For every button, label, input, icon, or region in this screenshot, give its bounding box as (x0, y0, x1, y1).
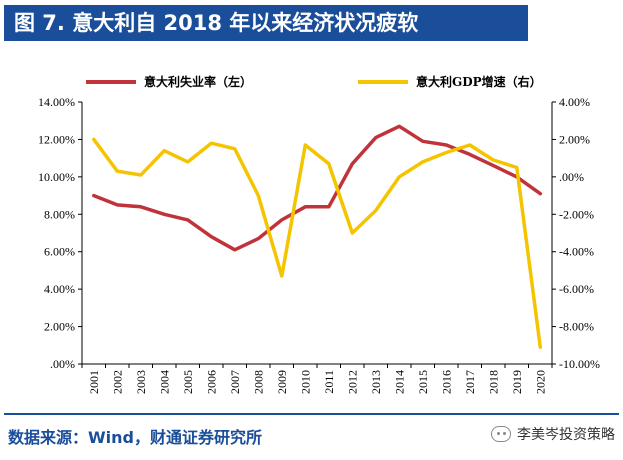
x-tick-label: 2014 (392, 370, 406, 394)
unemployment-series-line (92, 124, 543, 252)
x-tick-label: 2002 (110, 370, 124, 394)
figure-title: 图 7. 意大利自 2018 年以来经济状况疲软 (4, 5, 528, 41)
y-left-tick-label: 6.00% (44, 245, 75, 259)
y-left-tick-label: 12.00% (38, 132, 75, 146)
y-right-tick-label: -10.00% (559, 357, 600, 371)
x-tick-label: 2004 (157, 370, 171, 394)
x-tick-label: 2009 (275, 370, 289, 394)
x-tick-label: 2011 (322, 370, 336, 394)
x-tick-label: 2008 (251, 370, 265, 394)
x-tick-label: 2005 (181, 370, 195, 394)
footer-divider (4, 413, 619, 415)
legend-label: 意大利失业率（左） (144, 74, 252, 89)
watermark: 李美岑投资策略 (491, 424, 615, 444)
x-tick-label: 2006 (204, 370, 218, 394)
y-left-tick-label: 4.00% (44, 282, 75, 296)
x-tick-label: 2017 (463, 370, 477, 394)
legend-label: 意大利GDP增速（右） (416, 74, 542, 89)
chart-area: .00% 2.00% 4.00% 6.00% 8.00% 10.00% 12.00% 14.0… (0, 48, 623, 410)
x-tick-label: 2020 (533, 370, 547, 394)
y-right-tick-label: 4.00% (559, 95, 590, 109)
x-tick-label: 2015 (416, 370, 430, 394)
line-chart: .00% 2.00% 4.00% 6.00% 8.00% 10.00% 12.00% 14.0… (38, 74, 600, 394)
x-tick-label: 2018 (486, 370, 500, 394)
y-right-tick-label: -6.00% (559, 282, 594, 296)
y-right-tick-label: -2.00% (559, 207, 594, 221)
y-left-tick-label: 2.00% (44, 320, 75, 334)
y-left-tick-label: 14.00% (38, 95, 75, 109)
y-left-tick-label: 10.00% (38, 170, 75, 184)
x-tick-label: 2016 (439, 370, 453, 394)
gdp-series-line (92, 137, 543, 349)
y-left-tick-label: .00% (50, 357, 75, 371)
wechat-icon (491, 426, 511, 442)
y-left-tick-label: 8.00% (44, 207, 75, 221)
y-right-tick-label: -8.00% (559, 320, 594, 334)
data-source: 数据来源：Wind，财通证券研究所 (8, 428, 262, 447)
x-tick-label: 2012 (345, 370, 359, 394)
watermark-text: 李美岑投资策略 (517, 427, 615, 443)
x-tick-label: 2003 (134, 370, 148, 394)
x-tick-label: 2007 (228, 370, 242, 394)
y-right-tick-label: 2.00% (559, 132, 590, 146)
x-tick-label: 2010 (298, 370, 312, 394)
y-right-tick-label: .00% (559, 170, 584, 184)
x-tick-label: 2001 (87, 370, 101, 394)
x-tick-label: 2019 (510, 370, 524, 394)
y-right-tick-label: -4.00% (559, 245, 594, 259)
x-tick-label: 2013 (369, 370, 383, 394)
